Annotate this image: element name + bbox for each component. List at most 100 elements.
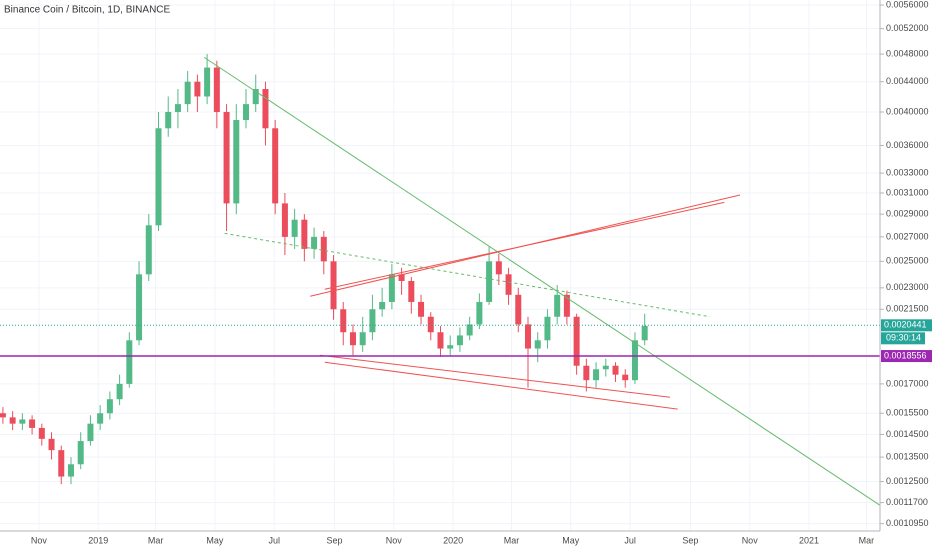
y-tick-label: 0.0023000 bbox=[886, 282, 929, 292]
candle-body bbox=[505, 274, 512, 295]
candle-body bbox=[272, 128, 279, 204]
candle-body bbox=[29, 419, 36, 428]
candle-body bbox=[388, 274, 395, 302]
y-tick-label: 0.0017000 bbox=[886, 378, 929, 388]
y-tick-label: 0.0021500 bbox=[886, 304, 929, 314]
candle-body bbox=[330, 261, 337, 310]
candle-body bbox=[252, 89, 259, 105]
candle-body bbox=[116, 383, 123, 400]
candle-body bbox=[612, 365, 619, 375]
y-tick-label: 0.0040000 bbox=[886, 106, 929, 116]
candle-body bbox=[204, 67, 211, 97]
candle-body bbox=[165, 111, 172, 129]
candle-body bbox=[437, 332, 444, 349]
y-tick-label: 0.0014500 bbox=[886, 429, 929, 439]
candle-body bbox=[194, 81, 201, 97]
candle-body bbox=[427, 316, 434, 333]
candle-body bbox=[136, 274, 143, 341]
candle-body bbox=[9, 417, 16, 424]
x-tick-label: Mar bbox=[148, 535, 164, 545]
trend-line bbox=[224, 232, 710, 318]
candle-body bbox=[311, 236, 318, 249]
x-tick-label: Nov bbox=[386, 535, 403, 545]
x-tick-label: Mar bbox=[504, 535, 520, 545]
price-label-bg bbox=[881, 350, 932, 363]
candle-body bbox=[320, 236, 327, 262]
candle-body bbox=[243, 104, 250, 121]
candle-body bbox=[573, 316, 580, 366]
candle-body bbox=[48, 438, 55, 451]
x-tick-label: Sep bbox=[682, 535, 698, 545]
candle-body bbox=[349, 332, 356, 346]
candle-body bbox=[622, 374, 629, 381]
candle-body bbox=[97, 413, 104, 424]
candle-body bbox=[456, 335, 463, 346]
candle-body bbox=[213, 67, 220, 112]
x-tick-label: Sep bbox=[326, 535, 342, 545]
x-tick-label: 2019 bbox=[88, 535, 108, 545]
candle-body bbox=[379, 301, 386, 310]
candle-body bbox=[77, 441, 84, 465]
y-tick-label: 0.0013500 bbox=[886, 452, 929, 462]
y-tick-label: 0.0025000 bbox=[886, 256, 929, 266]
candle-body bbox=[544, 316, 551, 341]
candle-body bbox=[67, 464, 74, 477]
price-label: 0.0018556 bbox=[884, 350, 927, 360]
candle-body bbox=[515, 294, 522, 325]
candle-body bbox=[447, 345, 454, 349]
y-tick-label: 0.0056000 bbox=[886, 0, 929, 9]
y-tick-label: 0.0027000 bbox=[886, 231, 929, 241]
countdown-bg bbox=[881, 332, 925, 345]
trend-line bbox=[203, 56, 881, 506]
trend-line bbox=[324, 361, 678, 410]
candle-body bbox=[408, 280, 415, 302]
candle-body bbox=[340, 309, 347, 333]
y-tick-label: 0.0029000 bbox=[886, 209, 929, 219]
trend-line bbox=[319, 354, 671, 398]
x-tick-label: 2021 bbox=[799, 535, 819, 545]
candle-body bbox=[19, 419, 26, 424]
plot bbox=[0, 54, 881, 506]
y-tick-label: 0.0015500 bbox=[886, 408, 929, 418]
price-axis bbox=[880, 0, 932, 550]
x-tick-label: May bbox=[206, 535, 224, 545]
candle-body bbox=[369, 309, 376, 333]
candle-body bbox=[262, 89, 269, 129]
candle-body bbox=[174, 104, 181, 112]
candle-body bbox=[418, 301, 425, 317]
y-tick-label: 0.0033000 bbox=[886, 167, 929, 177]
candle-body bbox=[223, 111, 230, 204]
candle-body bbox=[563, 294, 570, 317]
y-tick-label: 0.0010950 bbox=[886, 518, 929, 528]
candle-body bbox=[291, 219, 298, 237]
x-tick-label: Nov bbox=[31, 535, 48, 545]
grid bbox=[0, 0, 880, 531]
candle-body bbox=[641, 325, 648, 341]
candle-body bbox=[583, 365, 590, 381]
candle-body bbox=[486, 261, 493, 302]
chart-title: Binance Coin / Bitcoin, 1D, BINANCE bbox=[4, 5, 171, 16]
y-tick-label: 0.0044000 bbox=[886, 76, 929, 86]
countdown: 09:30:14 bbox=[886, 333, 921, 343]
candle-body bbox=[233, 120, 240, 204]
candle-body bbox=[534, 340, 541, 349]
x-tick-label: 2020 bbox=[443, 535, 463, 545]
candle-body bbox=[525, 324, 531, 349]
candle-body bbox=[593, 369, 600, 381]
y-tick-label: 0.0048000 bbox=[886, 48, 929, 58]
candle-body bbox=[281, 203, 288, 237]
x-tick-label: Mar bbox=[859, 535, 875, 545]
candle-body bbox=[359, 332, 366, 346]
candle-body bbox=[145, 225, 152, 275]
y-tick-label: 0.0031000 bbox=[886, 187, 929, 197]
x-tick-label: Nov bbox=[742, 535, 759, 545]
trend-line bbox=[324, 201, 725, 290]
price-label-bg bbox=[881, 319, 932, 332]
x-tick-label: Jul bbox=[268, 535, 280, 545]
candle-body bbox=[602, 365, 609, 370]
candle-body bbox=[631, 340, 638, 381]
axes: Nov 2019 Mar May Jul Sep Nov 2020 Mar May Jul Sep No… bbox=[31, 0, 932, 545]
y-tick-label: 0.0012500 bbox=[886, 476, 929, 486]
candle-body bbox=[126, 340, 133, 384]
